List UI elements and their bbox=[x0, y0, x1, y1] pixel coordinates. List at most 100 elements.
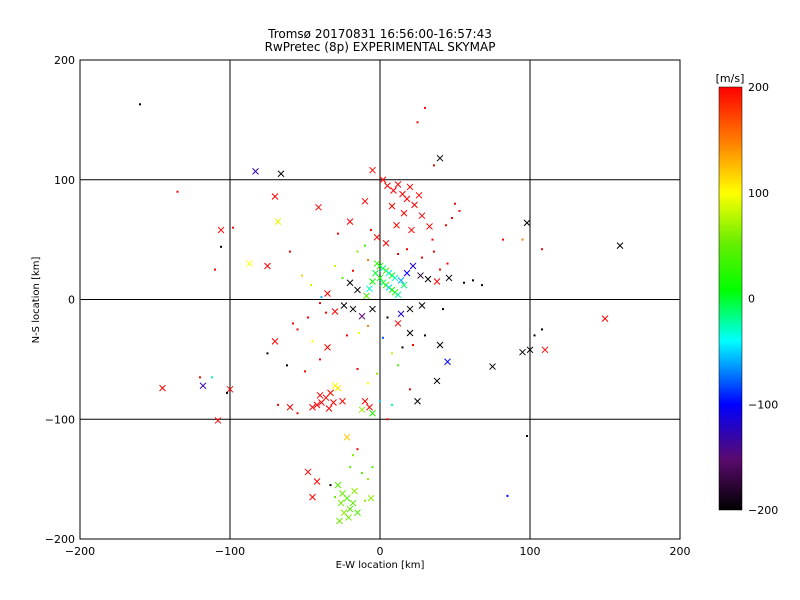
data-point-dot bbox=[349, 466, 351, 469]
data-point-cross bbox=[519, 348, 526, 356]
data-point-cross bbox=[343, 433, 351, 441]
data-point-cross bbox=[397, 310, 405, 318]
data-point-cross bbox=[337, 499, 345, 507]
data-points bbox=[139, 103, 624, 525]
chart-title: Tromsø 20170831 16:56:00-16:57:43 bbox=[268, 27, 492, 41]
data-point-cross bbox=[400, 281, 408, 289]
data-point-cross bbox=[363, 292, 370, 300]
data-point-cross bbox=[313, 401, 321, 409]
y-tick-label: 0 bbox=[68, 294, 75, 307]
data-point-cross bbox=[349, 305, 357, 313]
data-point-dot bbox=[412, 344, 414, 347]
data-point-dot bbox=[458, 209, 461, 212]
data-point-dot bbox=[319, 302, 321, 305]
data-point-dot bbox=[391, 352, 393, 355]
data-point-dot bbox=[364, 244, 366, 247]
data-point-cross bbox=[436, 341, 444, 349]
colorbar-tick-label: −100 bbox=[748, 398, 778, 411]
data-point-cross bbox=[334, 481, 342, 489]
data-point-dot bbox=[451, 217, 453, 220]
data-point-cross bbox=[394, 320, 402, 327]
data-point-dot bbox=[176, 190, 179, 193]
data-point-dot bbox=[346, 334, 348, 337]
data-point-dot bbox=[325, 311, 327, 314]
data-point-cross bbox=[426, 223, 433, 230]
data-point-dot bbox=[463, 281, 465, 284]
data-point-cross bbox=[415, 191, 423, 199]
data-point-dot bbox=[289, 250, 291, 253]
data-point-dot bbox=[226, 391, 228, 394]
data-point-cross bbox=[408, 226, 415, 234]
data-point-dot bbox=[370, 229, 372, 232]
data-point-cross bbox=[445, 274, 453, 282]
data-point-dot bbox=[334, 496, 336, 499]
data-point-dot bbox=[376, 372, 378, 375]
data-point-cross bbox=[354, 509, 361, 517]
data-point-cross bbox=[382, 239, 390, 247]
data-point-cross bbox=[384, 182, 391, 190]
data-point-dot bbox=[506, 494, 509, 497]
data-point-cross bbox=[361, 397, 369, 405]
x-tick-label: −100 bbox=[215, 545, 245, 558]
data-point-dot bbox=[386, 418, 389, 421]
data-point-cross bbox=[336, 517, 343, 525]
y-tick-label: −200 bbox=[45, 533, 75, 546]
y-tick-label: 200 bbox=[54, 54, 75, 67]
data-point-dot bbox=[367, 478, 369, 481]
data-point-cross bbox=[324, 344, 331, 351]
data-point-dot bbox=[337, 232, 339, 235]
data-point-cross bbox=[330, 399, 337, 406]
data-point-cross bbox=[393, 221, 400, 229]
data-point-cross bbox=[331, 308, 339, 315]
data-point-cross bbox=[369, 166, 376, 174]
data-point-cross bbox=[199, 382, 207, 390]
data-point-cross bbox=[354, 286, 361, 294]
data-point-dot bbox=[292, 322, 294, 325]
data-point-dot bbox=[424, 334, 426, 337]
data-point-cross bbox=[346, 218, 354, 226]
data-point-dot bbox=[397, 364, 399, 367]
data-point-dot bbox=[211, 376, 213, 379]
data-point-dot bbox=[533, 334, 536, 337]
data-point-cross bbox=[334, 384, 342, 392]
x-tick-label: −200 bbox=[65, 545, 95, 558]
x-tick-label: 200 bbox=[670, 545, 691, 558]
data-point-cross bbox=[424, 275, 432, 283]
data-point-cross bbox=[406, 329, 414, 337]
data-point-dot bbox=[382, 336, 384, 339]
data-point-dot bbox=[232, 226, 234, 229]
data-point-cross bbox=[340, 302, 348, 309]
data-point-cross bbox=[523, 219, 531, 227]
data-point-dot bbox=[439, 268, 441, 271]
data-point-cross bbox=[433, 377, 441, 385]
colorbar-label: [m/s] bbox=[716, 72, 745, 85]
data-point-dot bbox=[409, 388, 411, 391]
data-point-cross bbox=[366, 403, 373, 411]
data-point-dot bbox=[433, 250, 435, 253]
data-point-cross bbox=[400, 209, 408, 217]
data-point-cross bbox=[349, 499, 357, 507]
data-point-dot bbox=[401, 346, 404, 349]
data-point-cross bbox=[394, 291, 402, 299]
data-point-cross bbox=[366, 285, 373, 293]
data-point-cross bbox=[372, 269, 379, 277]
grid-lines bbox=[80, 60, 680, 539]
data-point-cross bbox=[351, 487, 358, 495]
data-point-cross bbox=[226, 385, 234, 393]
data-point-dot bbox=[421, 256, 423, 259]
data-point-cross bbox=[313, 478, 321, 485]
data-point-cross bbox=[309, 403, 316, 411]
data-point-dot bbox=[352, 269, 354, 272]
data-point-dot bbox=[311, 340, 314, 343]
data-point-cross bbox=[379, 176, 387, 184]
data-point-dot bbox=[367, 258, 369, 261]
data-point-dot bbox=[319, 358, 321, 361]
data-point-dot bbox=[364, 499, 366, 502]
data-point-dot bbox=[481, 284, 483, 287]
data-point-cross bbox=[390, 187, 397, 194]
data-point-dot bbox=[356, 448, 359, 451]
data-point-cross bbox=[217, 226, 225, 234]
data-point-cross bbox=[526, 346, 534, 354]
data-point-dot bbox=[526, 435, 528, 438]
data-point-cross bbox=[411, 201, 418, 209]
